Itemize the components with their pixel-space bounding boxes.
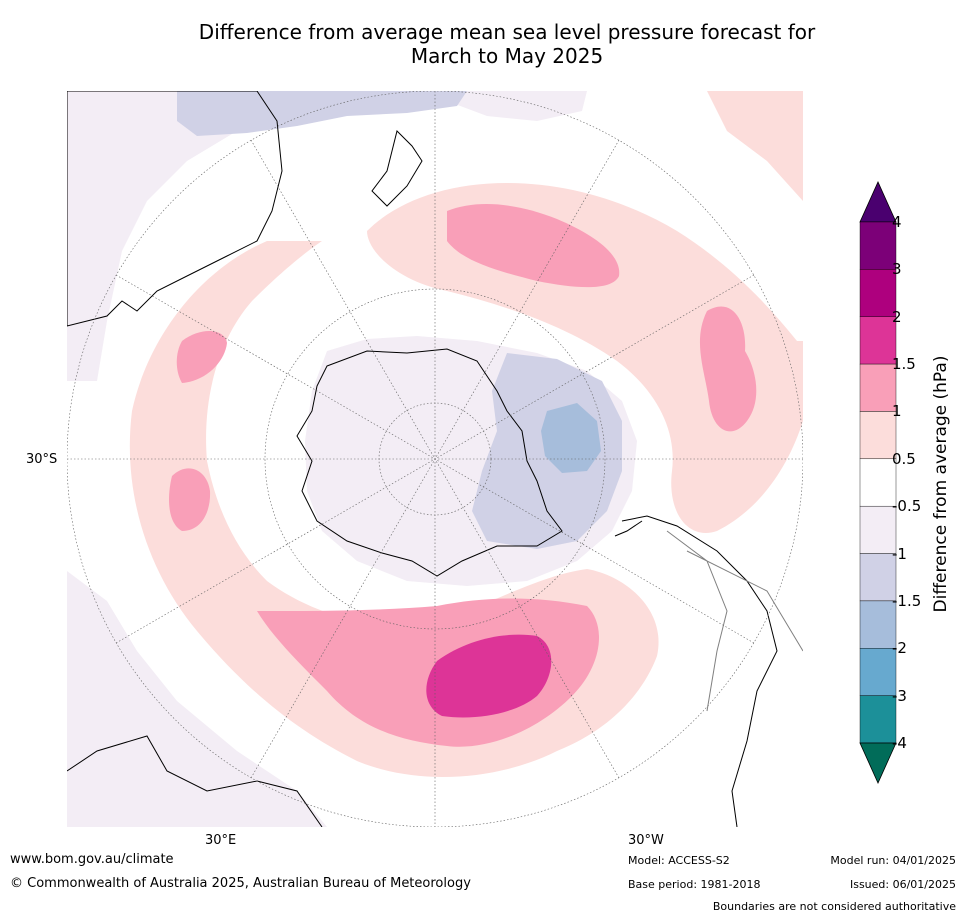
colorbar-bin — [859, 648, 897, 696]
footer-website[interactable]: www.bom.gov.au/climate — [10, 852, 174, 867]
coastline-africa — [67, 735, 323, 827]
colorbar-bin — [859, 316, 897, 365]
anomaly-region-lavender-n — [177, 91, 467, 136]
map-title: Difference from average mean sea level p… — [0, 20, 965, 68]
colorbar-tick-label: -0.5 — [892, 497, 922, 516]
footer-base-period: Base period: 1981-2018 — [628, 878, 761, 891]
colorbar-title: Difference from average (hPa) — [931, 355, 951, 613]
footer-model: Model: ACCESS-S2 — [628, 854, 730, 867]
colorbar-tick-label: -2 — [892, 639, 907, 658]
anomaly-region-neg-sw — [67, 571, 327, 827]
lat-label-30s: 30°S — [26, 452, 58, 467]
anomaly-region-pink-ne — [367, 91, 803, 533]
colorbar-extend-top — [859, 181, 897, 223]
coastline-antarctica — [296, 348, 563, 577]
colorbar-bin — [859, 363, 897, 412]
anomaly-region-pink-1 — [447, 204, 620, 288]
colorbar-tick-label: -1 — [892, 544, 907, 563]
polar-map — [67, 91, 803, 827]
colorbar-tick-label: -4 — [892, 734, 907, 752]
colorbar-bin — [859, 600, 897, 649]
anomaly-region-blue — [541, 403, 601, 473]
title-line-2: March to May 2025 — [410, 44, 604, 68]
colorbar-tick-label: 1.5 — [892, 355, 916, 374]
colorbar-bin — [859, 269, 897, 317]
colorbar-bin — [859, 411, 897, 460]
colorbar-bin — [859, 505, 897, 554]
anomaly-region-neg-nw — [67, 91, 587, 381]
border-lines — [666, 530, 803, 712]
lon-label-30w: 30°W — [628, 833, 664, 848]
colorbar-tick-label: 4 — [892, 213, 902, 231]
footer-disclaimer: Boundaries are not considered authoritat… — [712, 900, 956, 913]
anomaly-region-magenta — [426, 634, 552, 718]
anomaly-region-pink-2 — [699, 306, 757, 432]
colorbar-tick-label: -1.5 — [892, 591, 922, 610]
footer-model-run: Model run: 04/01/2025 — [830, 854, 956, 867]
colorbar-extend-bottom — [859, 742, 897, 784]
footer-copyright: © Commonwealth of Australia 2025, Austra… — [10, 876, 471, 891]
colorbar-bin — [859, 553, 897, 602]
coastline-new-zealand — [371, 130, 423, 207]
colorbar-bin — [859, 695, 897, 744]
colorbar-tick-label: 3 — [892, 260, 902, 279]
colorbar-bin — [859, 221, 897, 270]
coastline-south-america — [614, 515, 778, 827]
colorbar-tick-label: 0.5 — [892, 449, 916, 468]
title-line-1: Difference from average mean sea level p… — [198, 20, 816, 44]
anomaly-region-pink-4 — [169, 468, 211, 531]
colorbar-bin — [859, 458, 897, 507]
graticule — [67, 91, 803, 827]
anomaly-region-pink-3 — [176, 331, 227, 383]
colorbar-tick-label: 1 — [892, 402, 902, 421]
colorbar — [858, 180, 898, 785]
colorbar-tick-label: 2 — [892, 307, 902, 326]
lon-label-30e: 30°E — [205, 833, 237, 848]
colorbar-tick-label: -3 — [892, 686, 907, 705]
coastline-australia — [67, 91, 283, 327]
footer-issued: Issued: 06/01/2025 — [849, 878, 956, 891]
